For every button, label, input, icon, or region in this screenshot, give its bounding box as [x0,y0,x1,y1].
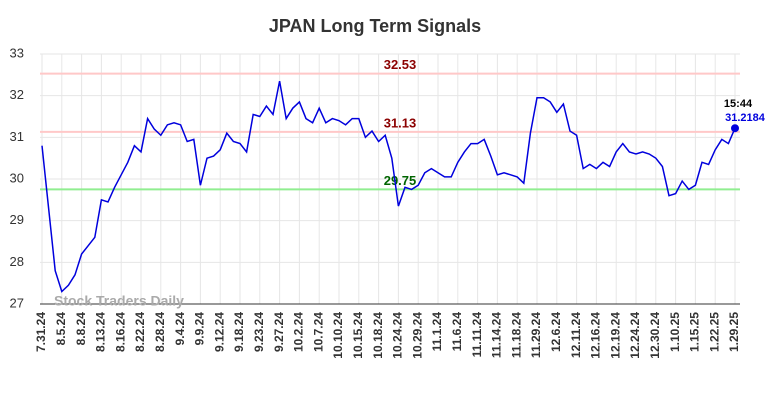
last-time: 15:44 [724,98,753,110]
x-tick-label: 8.28.24 [153,312,167,352]
y-tick-label: 33 [10,45,24,60]
x-tick-label: 8.8.24 [74,312,88,346]
x-tick-label: 1.15.25 [688,312,702,352]
signal-label: 29.75 [384,173,417,188]
y-tick-label: 32 [10,87,24,102]
x-tick-label: 11.29.24 [529,312,543,358]
x-tick-label: 9.9.24 [193,312,207,346]
x-tick-label: 1.10.25 [668,312,682,352]
x-tick-label: 7.31.24 [34,312,48,352]
x-tick-label: 11.18.24 [509,312,523,358]
x-tick-label: 9.12.24 [212,312,226,352]
y-tick-label: 31 [10,129,24,144]
x-tick-label: 9.27.24 [272,312,286,352]
x-tick-label: 10.24.24 [391,312,405,359]
watermark: Stock Traders Daily [54,293,184,309]
x-tick-label: 12.24.24 [628,312,642,359]
x-tick-label: 8.5.24 [54,312,68,346]
signal-label: 32.53 [384,57,417,72]
x-tick-label: 11.6.24 [450,312,464,352]
last-value: 31.2184 [725,112,766,124]
x-tick-label: 10.18.24 [371,312,385,359]
x-tick-label: 9.4.24 [173,312,187,346]
x-tick-label: 10.10.24 [331,312,345,359]
x-tick-label: 11.11.24 [470,312,484,358]
x-tick-label: 9.18.24 [232,312,246,352]
x-tick-label: 12.11.24 [569,312,583,358]
chart-title: JPAN Long Term Signals [269,16,481,36]
x-tick-label: 12.30.24 [648,312,662,359]
x-tick-label: 12.6.24 [549,312,563,352]
signal-label: 31.13 [384,115,417,130]
x-tick-label: 11.1.24 [430,312,444,352]
x-tick-label: 1.29.25 [727,312,741,352]
y-tick-label: 29 [10,212,24,227]
y-tick-label: 30 [10,170,24,185]
x-tick-label: 9.23.24 [252,312,266,352]
x-tick-label: 10.7.24 [311,312,325,352]
x-tick-label: 10.2.24 [292,312,306,352]
y-tick-label: 27 [10,295,24,310]
x-tick-label: 8.13.24 [94,312,108,352]
x-tick-label: 8.16.24 [113,312,127,352]
x-tick-label: 1.22.25 [707,312,721,352]
last-point [731,124,739,133]
price-line [41,80,736,293]
x-tick-label: 8.22.24 [133,312,147,352]
x-tick-label: 10.15.24 [351,312,365,359]
x-tick-label: 11.14.24 [490,312,504,358]
x-tick-label: 10.29.24 [410,312,424,359]
x-tick-label: 12.16.24 [589,312,603,359]
x-tick-label: 12.19.24 [608,312,622,359]
y-tick-label: 28 [10,254,24,269]
